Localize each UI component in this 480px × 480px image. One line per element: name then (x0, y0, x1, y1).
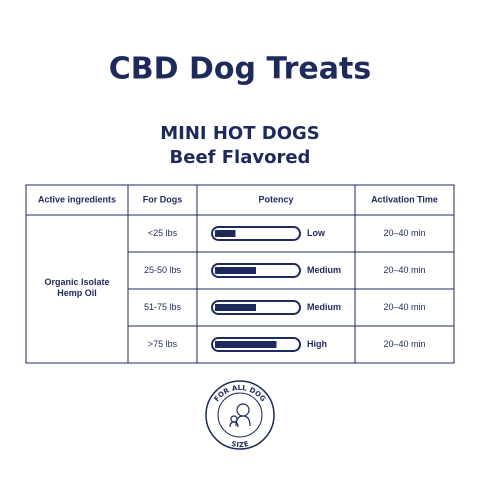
badge-inner (217, 392, 263, 438)
title: CBD Dog Treats (109, 52, 371, 87)
table-border (25, 184, 455, 364)
potency-label: High (307, 339, 327, 349)
column-header: Potency (258, 194, 293, 204)
activation-time: 20–40 min (383, 265, 425, 275)
potency-label: Low (307, 228, 326, 238)
column-header: Active ingredients (38, 194, 116, 204)
weight: <25 lbs (148, 228, 178, 238)
potency-label: Medium (307, 302, 341, 312)
potency-fill (215, 304, 256, 311)
potency-label: Medium (307, 265, 341, 275)
column-header: Activation Time (371, 194, 438, 204)
ingredient: Organic Isolate Hemp Oil (44, 277, 109, 298)
badge: FOR ALL DOG SIZE (205, 380, 275, 450)
column-header: For Dogs (143, 194, 183, 204)
flavor: Beef Flavored (170, 147, 311, 168)
activation-time: 20–40 min (383, 228, 425, 238)
product-name: MINI HOT DOGS (160, 123, 320, 144)
badge-bottom-text: SIZE (230, 440, 249, 449)
activation-time: 20–40 min (383, 339, 425, 349)
badge-outer (205, 380, 275, 450)
potency-fill (215, 267, 256, 274)
potency-fill (215, 341, 277, 348)
potency-fill (215, 230, 236, 237)
badge-bottom: SIZE (230, 440, 249, 449)
weight: 51-75 lbs (144, 302, 182, 312)
weight: >75 lbs (148, 339, 178, 349)
activation-time: 20–40 min (383, 302, 425, 312)
weight: 25-50 lbs (144, 265, 182, 275)
dog-icon (229, 403, 251, 428)
potency-table: Active ingredients For Dogs Potency Activat… (25, 184, 455, 364)
